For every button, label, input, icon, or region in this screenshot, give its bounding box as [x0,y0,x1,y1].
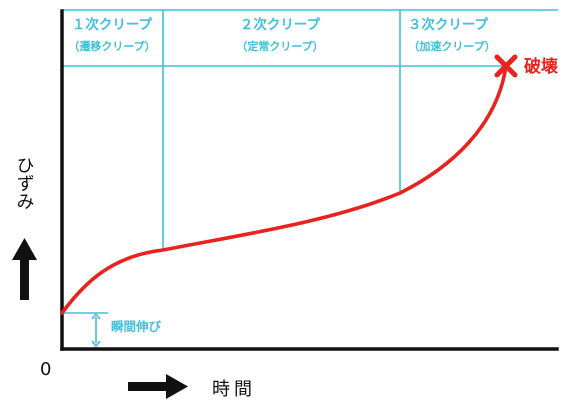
failure-label: 破壊 [524,56,559,77]
x-arrow-icon [128,374,188,399]
stage3-label: ３次クリープ [408,16,489,33]
y-axis-label: ひずみ [14,156,35,210]
stage1-sublabel: （遷移クリープ） [68,39,155,53]
instant-strain-label: 瞬間伸び [111,319,162,334]
creep-curve [60,64,508,315]
failure-x-icon [494,54,518,78]
origin-label: 0 [40,359,51,380]
y-arrow-icon [12,238,37,300]
instant-strain-arrow [91,312,101,348]
stage3-sublabel: （加速クリープ） [408,39,495,53]
stage1-label: １次クリープ [72,16,153,33]
stage2-label: ２次クリープ [240,16,321,33]
stage2-sublabel: （定常クリープ） [236,39,323,53]
axes [60,9,559,351]
x-axis-label: 時間 [212,379,256,400]
stage-guides [62,9,558,314]
